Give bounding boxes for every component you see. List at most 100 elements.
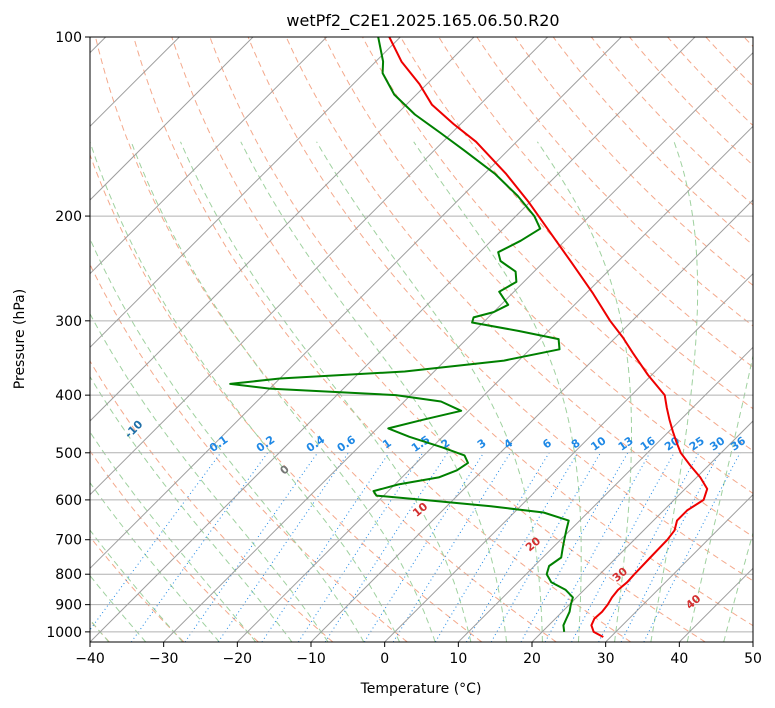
x-tick-label: 40	[670, 651, 688, 667]
mixing-ratio-line	[363, 452, 485, 642]
moist-adiabat	[90, 312, 329, 642]
dry-adiabat	[171, 37, 706, 642]
moist-adiabat	[686, 353, 753, 642]
y-tick-label: 700	[55, 533, 82, 549]
moist-adiabat-label: 40	[683, 592, 703, 612]
mixing-ratio-label: 30	[707, 434, 727, 454]
moist-adiabat	[130, 141, 436, 642]
moist-adiabat	[90, 141, 400, 642]
x-axis-title: Temperature (°C)	[360, 681, 482, 697]
moist-adiabat	[90, 375, 293, 642]
isotherm	[310, 199, 753, 642]
x-tick-label: −40	[75, 651, 105, 667]
y-tick-label: 1000	[46, 625, 82, 641]
dewpoint-profile	[229, 37, 574, 633]
x-tick-label: 0	[380, 651, 389, 667]
moist-adiabat	[316, 141, 543, 642]
y-tick-label: 400	[55, 388, 82, 404]
y-axis: 100 200 300 400 500 600 700 800 900 1000	[46, 30, 90, 641]
moist-adiabat	[90, 574, 147, 642]
mixing-ratio-line	[324, 452, 448, 642]
x-tick-label: −10	[296, 651, 326, 667]
isotherm	[678, 567, 753, 642]
moist-adiabat	[723, 530, 753, 642]
moist-adiabat	[90, 431, 257, 642]
plot-frame	[89, 36, 754, 643]
mixing-ratio-line	[184, 452, 319, 642]
isotherm	[90, 37, 328, 275]
mixing-ratio-line	[90, 452, 222, 631]
dry-adiabat-label: -10	[122, 418, 145, 441]
moist-adiabat	[240, 141, 508, 642]
mixing-ratio-label: 36	[728, 434, 748, 454]
isotherm	[90, 37, 401, 349]
dry-adiabat	[133, 37, 632, 642]
x-tick-label: 20	[523, 651, 541, 667]
mixing-ratio-line	[520, 452, 629, 642]
moist-adiabat	[413, 141, 582, 642]
dry-adiabat	[247, 37, 753, 582]
dry-adiabat	[90, 263, 408, 642]
x-tick-label: 10	[449, 651, 467, 667]
x-tick-label: −30	[149, 651, 179, 667]
chart-title: wetPf2_C2E1.2025.165.06.50.R20	[286, 11, 559, 31]
mixing-ratio-line	[130, 452, 269, 642]
dry-adiabat	[705, 37, 753, 87]
y-tick-label: 900	[55, 598, 82, 614]
y-tick-label: 500	[55, 446, 82, 462]
y-tick-label: 100	[55, 30, 82, 46]
isotherm	[236, 125, 753, 642]
dry-adiabat	[209, 37, 753, 627]
moist-adiabat	[90, 529, 184, 642]
profiles	[229, 37, 709, 638]
isotherm	[90, 37, 622, 570]
line-labels: 0.10.20.40.611.52346810131620253036-100-…	[122, 418, 748, 612]
mixing-ratio-line	[620, 452, 720, 642]
y-tick-label: 600	[55, 493, 82, 509]
mixing-ratio-line	[297, 452, 424, 642]
grid-lines	[90, 37, 753, 642]
dry-adiabat	[667, 37, 753, 127]
mixing-ratio-line	[261, 452, 390, 642]
moist-adiabat-label: 10	[410, 500, 430, 520]
dry-adiabat	[90, 153, 483, 642]
moist-adiabat	[90, 481, 220, 642]
isotherm	[163, 51, 753, 642]
dry-adiabat	[476, 37, 753, 327]
mixing-ratio-line	[643, 452, 741, 642]
dry-adiabat	[400, 37, 753, 410]
moist-adiabat	[650, 141, 699, 642]
x-tick-label: 50	[744, 651, 762, 667]
mixing-ratio-label: 16	[638, 434, 658, 454]
y-tick-label: 200	[55, 209, 82, 225]
x-axis: −40 −30 −20 −10 0 10 20 30 40 50	[75, 642, 762, 667]
isotherm	[605, 493, 753, 642]
moist-adiabat-label: 0	[278, 462, 292, 477]
mixing-ratio-line	[490, 452, 601, 642]
moist-adiabat	[760, 142, 775, 642]
dry-adiabat	[323, 37, 753, 495]
mixing-ratio-line	[544, 452, 651, 642]
isotherm	[90, 37, 696, 642]
isotherm	[457, 346, 753, 642]
mixing-ratio-line	[598, 452, 700, 642]
x-tick-label: −20	[223, 651, 253, 667]
dry-adiabat	[285, 37, 753, 538]
y-tick-label: 300	[55, 314, 82, 330]
mixing-ratio-label: 25	[687, 434, 707, 453]
mixing-ratio-label: 6	[540, 436, 554, 451]
isotherm	[90, 37, 254, 201]
dry-adiabat	[438, 37, 753, 368]
moist-adiabat	[180, 141, 472, 642]
dry-adiabat	[95, 37, 557, 642]
isotherm	[531, 420, 753, 642]
dry-adiabat	[514, 37, 753, 286]
dry-adiabat	[743, 37, 753, 48]
temperature-profile	[388, 37, 709, 638]
dry-adiabat	[362, 37, 753, 452]
y-tick-label: 800	[55, 567, 82, 583]
isotherm	[752, 641, 753, 642]
x-tick-label: 30	[597, 651, 615, 667]
moist-adiabat-label: 20	[523, 534, 543, 554]
